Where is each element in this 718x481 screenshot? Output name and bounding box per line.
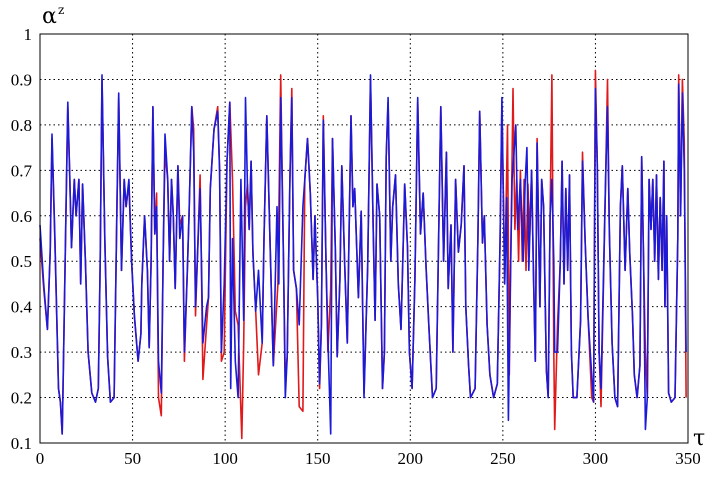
y-tick-label: 0.3 — [11, 343, 32, 362]
x-tick-label: 350 — [675, 449, 701, 468]
x-axis-label: τ — [693, 426, 705, 451]
x-tick-label: 200 — [398, 449, 424, 468]
x-tick-label: 100 — [212, 449, 238, 468]
plot-frame — [39, 33, 689, 444]
x-tick-label: 300 — [583, 449, 609, 468]
series-layer — [39, 69, 687, 440]
tick-labels: 0 50 100 150 200 250 300 350 0.1 0.2 0.3 0.4 0.5 0.6 0… — [11, 25, 701, 468]
x-tick-label: 250 — [490, 449, 516, 468]
y-tick-label: 0.1 — [11, 434, 32, 453]
x-tick-label: 50 — [124, 449, 141, 468]
y-axis-label-superscript: z — [58, 3, 64, 17]
y-tick-label: 0.8 — [11, 116, 32, 135]
series-line-blue — [39, 74, 687, 435]
y-tick-label: 0.5 — [11, 252, 32, 271]
x-tick-label: 0 — [36, 449, 45, 468]
y-axis-label: α — [42, 4, 57, 29]
y-tick-label: 0.7 — [11, 161, 33, 180]
y-tick-label: 0.6 — [11, 207, 32, 226]
y-tick-label: 0.4 — [11, 298, 33, 317]
grid — [40, 34, 688, 443]
y-tick-label: 0.9 — [11, 70, 32, 89]
y-tick-label: 0.2 — [11, 389, 32, 408]
x-tick-label: 150 — [305, 449, 331, 468]
y-tick-label: 1 — [24, 25, 33, 44]
